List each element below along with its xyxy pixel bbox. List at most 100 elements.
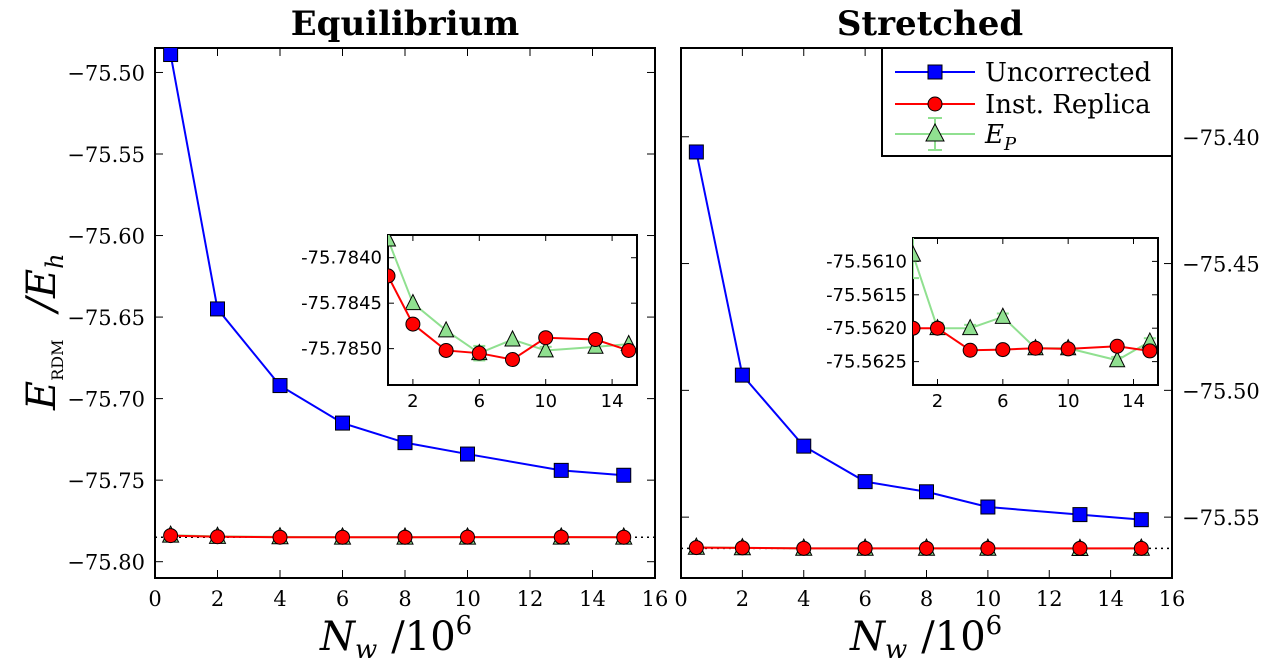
x-tick-label: 12 [1036, 587, 1063, 611]
data-point-uncorrected [460, 446, 475, 462]
inset-x-tick-label: 2 [932, 391, 943, 412]
x-label-sub: w [355, 635, 377, 658]
inset-data-point-ep [961, 318, 979, 336]
x-tick-label: 10 [454, 587, 481, 611]
x-tick-label: 6 [858, 587, 871, 611]
inset-data-point-replica [405, 316, 421, 332]
data-point-replica [919, 540, 934, 556]
data-point-uncorrected [616, 467, 632, 483]
inset-y-tick-label: -75.5625 [826, 352, 907, 373]
inset-x-tick-label: 14 [1122, 391, 1145, 412]
data-point-uncorrected [163, 47, 179, 63]
data-point-uncorrected [397, 435, 413, 451]
inset-plot: 2 6 10 14 -75.5610 -75.5615 -75.5620 -75.5625 [826, 237, 1159, 412]
inset-data-point-replica [538, 330, 554, 346]
left-panel: 0 2 4 6 8 10 12 14 16 −75.50 −75.55 −75.60 −75.65 −75… [67, 47, 669, 611]
data-point-replica [616, 529, 632, 545]
inset-data-point-replica [1060, 341, 1076, 357]
y-tick-label: −75.50 [1182, 379, 1260, 403]
inset-y-tick-label: -75.7840 [301, 248, 382, 269]
x-label-sub: w [885, 635, 907, 658]
legend-marker-circle [927, 96, 943, 112]
y-tick-label: −75.50 [67, 61, 145, 85]
inset-data-point-ep [504, 329, 521, 347]
y-tick-label: −75.65 [67, 306, 145, 330]
y-tick-label: −75.55 [67, 143, 145, 167]
inset-x-tick-label: 6 [997, 391, 1008, 412]
x-tick-label: 4 [797, 587, 810, 611]
y-tick-label: −75.70 [67, 388, 145, 412]
data-point-replica [796, 540, 812, 556]
inset-data-point-ep [404, 293, 422, 311]
inset-data-point-replica [1109, 338, 1125, 354]
data-point-replica [980, 540, 996, 556]
data-point-replica [460, 529, 475, 545]
legend-label-replica: Inst. Replica [985, 90, 1151, 120]
x-tick-label: 6 [336, 587, 349, 611]
data-point-uncorrected [980, 499, 996, 515]
inset-data-point-replica [505, 352, 520, 368]
x-label-main: N [319, 614, 357, 658]
right-panel-title: Stretched [837, 4, 1023, 44]
data-point-uncorrected [919, 484, 934, 500]
x-tick-label: 14 [1097, 587, 1124, 611]
data-point-uncorrected [796, 438, 812, 454]
legend-label-ep-sub: P [1003, 134, 1017, 155]
legend-marker-square [927, 64, 943, 80]
x-tick-label: 16 [1159, 587, 1186, 611]
y-label-unit-sub: h [41, 253, 69, 268]
inset-data-point-ep [994, 307, 1012, 324]
data-point-replica [335, 529, 350, 545]
x-label-unit: /10 [921, 614, 985, 658]
y-label-main: E [19, 381, 65, 411]
legend-label-ep: EP [984, 120, 1017, 155]
inset-data-point-ep [537, 340, 555, 358]
inset-y-tick-label: -75.5615 [826, 285, 907, 306]
x-axis-label-left: Nw/106 [319, 611, 472, 658]
svg-text:ERDM/Eh: ERDM/Eh [19, 253, 69, 411]
inset-data [913, 238, 1158, 368]
data-point-replica [397, 529, 413, 545]
inset-data [388, 235, 637, 368]
inset-data-point-replica [471, 345, 487, 361]
y-tick-label: −75.40 [1182, 126, 1260, 150]
inset-data-point-replica [621, 342, 637, 358]
inset-y-tick-label: -75.7845 [301, 293, 382, 314]
x-tick-label: 16 [642, 587, 669, 611]
data-point-uncorrected [272, 378, 288, 394]
inset-x-tick-label: 2 [407, 391, 418, 412]
legend-marker-triangle [925, 122, 945, 142]
data-point-uncorrected [210, 301, 225, 317]
x-tick-label: 4 [273, 587, 286, 611]
x-tick-label: 8 [920, 587, 933, 611]
y-tick-label: −75.75 [67, 469, 145, 493]
inset-x-tick-label: 6 [474, 391, 485, 412]
legend-label-uncorrected: Uncorrected [985, 58, 1151, 88]
x-tick-label: 8 [398, 587, 411, 611]
inset-data-point-replica [913, 320, 921, 336]
series-line-uncorrected [695, 151, 1142, 521]
y-tick-label: −75.45 [1182, 253, 1260, 277]
inset-data-point-ep [437, 320, 455, 338]
x-label-exp: 6 [986, 611, 1003, 641]
y-tick-label: −75.60 [67, 225, 145, 249]
x-tick-label: 0 [674, 587, 687, 611]
x-tick-label: 2 [736, 587, 749, 611]
inset-y-tick-label: -75.5610 [826, 251, 907, 272]
x-tick-label: 14 [579, 587, 606, 611]
data-point-replica [553, 529, 569, 545]
y-tick-label: −75.80 [67, 551, 145, 575]
inset-data-point-replica [388, 268, 396, 284]
data-point-replica [1133, 540, 1149, 556]
inset-data-point-ep [913, 244, 922, 262]
inset-data-point-replica [930, 320, 945, 336]
legend: Uncorrected Inst. Replica EP [881, 47, 1173, 157]
x-tick-label: 12 [517, 587, 544, 611]
inset-x-tick-label: 14 [601, 391, 624, 412]
inset-data-point-replica [1142, 343, 1158, 359]
left-panel-title: Equilibrium [291, 4, 519, 44]
inset-data-point-replica [1028, 340, 1043, 356]
inset-data-point-ep [388, 235, 397, 247]
inset-y-tick-label: -75.7850 [301, 339, 382, 360]
